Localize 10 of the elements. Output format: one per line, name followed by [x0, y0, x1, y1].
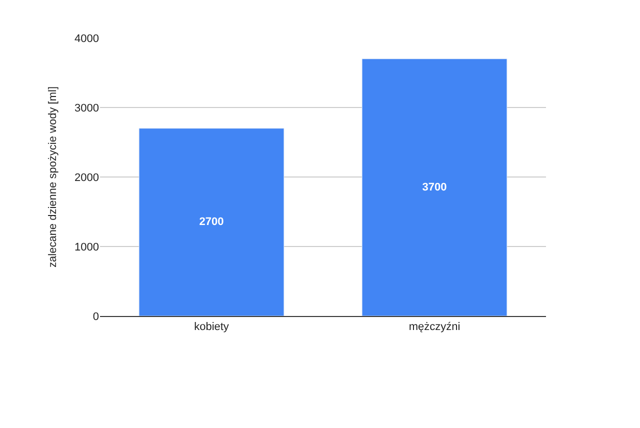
data-label: 3700 [422, 181, 447, 194]
x-tick-label: mężczyźni [408, 321, 460, 334]
data-label: 2700 [199, 216, 224, 228]
y-tick-label: 3000 [74, 102, 99, 114]
y-tick-label: 1000 [74, 241, 99, 254]
y-tick-label: 4000 [74, 32, 99, 45]
y-tick-label: 0 [92, 310, 99, 323]
y-tick-label: 2000 [74, 172, 99, 184]
x-tick-label: kobiety [194, 321, 230, 334]
y-axis-title: zalecane dzienne spożycie wody [ml] [47, 86, 60, 268]
